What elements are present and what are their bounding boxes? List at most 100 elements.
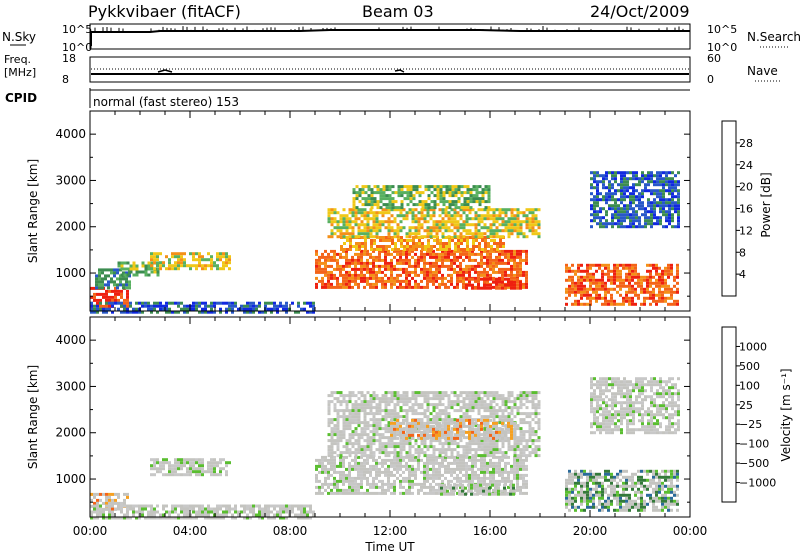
echo-cell [396,400,400,404]
echo-cell [324,255,327,259]
echo-cell [168,307,171,311]
echo-cell [168,513,171,517]
echo-cell [354,220,358,224]
echo-cell [432,485,435,489]
echo-cell [402,479,405,483]
echo-cell [348,433,352,437]
echo-cell [444,249,447,253]
echo-cell [405,235,409,239]
echo-cell [384,249,387,253]
echo-cell [396,235,400,239]
echo-cell [444,451,448,455]
echo-cell [429,403,433,407]
echo-cell [411,217,415,221]
echo-cell [114,295,117,299]
echo-cell [243,510,246,514]
echo-cell [571,284,574,288]
echo-cell [423,235,427,239]
echo-cell [384,448,388,452]
echo-cell [501,223,505,227]
echo-cell [676,281,679,285]
echo-cell [198,310,201,314]
echo-cell [408,397,412,401]
echo-cell [468,232,472,236]
echo-cell [111,498,114,502]
echo-cell [463,191,467,195]
echo-cell [141,304,144,308]
echo-cell [671,201,674,205]
echo-cell [378,409,382,413]
echo-cell [471,208,475,212]
echo-cell [414,229,418,233]
echo-cell [132,310,135,314]
echo-cell [405,255,408,259]
echo-cell [459,418,463,422]
echo-cell [676,299,679,303]
echo-cell [387,400,391,404]
echo-cell [339,473,342,477]
echo-cell [405,488,408,492]
echo-cell [650,219,653,223]
echo-cell [459,223,463,227]
echo-cell [363,467,366,471]
echo-cell [501,473,504,477]
echo-cell [661,275,664,279]
echo-cell [626,213,629,217]
echo-cell [631,272,634,276]
echo-cell [141,261,145,265]
echo-cell [195,473,198,477]
echo-cell [650,225,653,229]
echo-cell [435,455,438,459]
echo-cell [472,248,475,251]
echo-cell [653,189,656,193]
echo-cell [435,491,438,495]
echo-cell [496,248,499,251]
echo-cell [450,439,454,443]
echo-cell [348,488,351,492]
echo-cell [610,302,613,306]
echo-cell [408,400,412,404]
echo-cell [358,188,362,192]
echo-cell [483,217,487,221]
echo-cell [477,467,480,471]
echo-cell [577,290,580,294]
echo-cell [201,310,204,314]
echo-cell [411,455,414,459]
echo-cell [448,206,452,210]
echo-cell [489,267,492,271]
echo-cell [408,488,411,492]
echo-cell [489,273,492,277]
echo-cell [330,273,333,277]
echo-cell [626,207,629,211]
echo-cell [162,467,165,471]
echo-cell [258,310,261,314]
echo-cell [370,248,373,251]
echo-cell [439,248,442,251]
echo-cell [489,473,492,477]
echo-cell [399,439,403,443]
echo-cell [327,485,330,489]
echo-cell [162,458,165,462]
echo-cell [321,267,324,271]
echo-cell [360,276,363,280]
echo-cell [333,430,337,434]
echo-cell [444,220,448,224]
echo-cell [595,296,598,300]
echo-cell [297,504,300,508]
echo-cell [165,510,168,514]
echo-cell [441,261,444,265]
echo-cell [462,235,466,239]
echo-cell [492,261,495,265]
echo-cell [525,282,528,286]
echo-cell [388,185,392,189]
echo-cell [486,464,489,468]
echo-cell [165,301,168,305]
echo-cell [465,467,468,471]
echo-cell [465,220,469,224]
echo-cell [450,427,454,431]
echo-cell [378,421,382,425]
echo-cell [593,198,596,202]
echo-cell [586,269,589,273]
echo-cell [444,448,448,452]
echo-cell [333,491,336,495]
